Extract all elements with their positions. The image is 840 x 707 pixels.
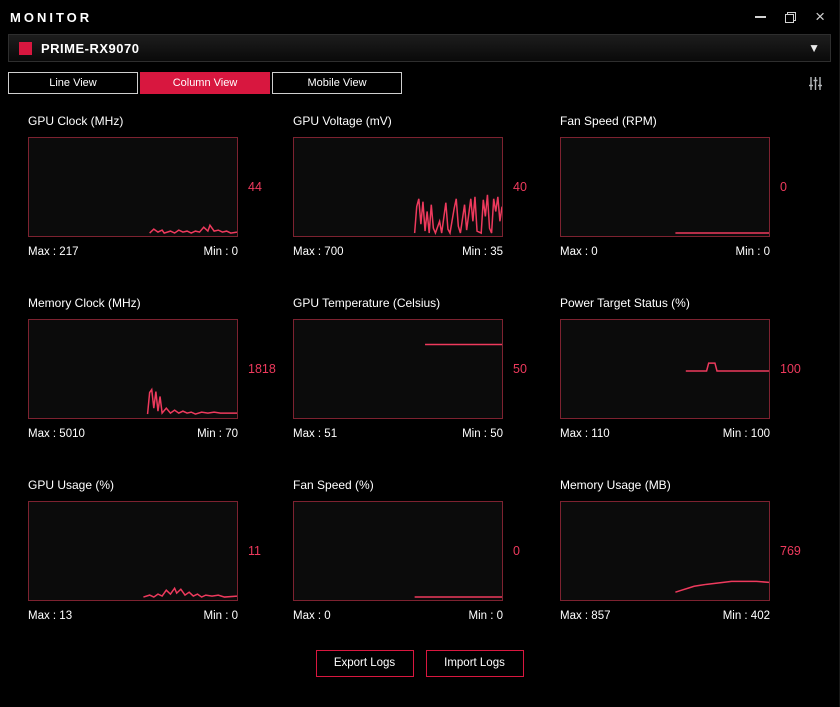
chart-title: Memory Usage (MB) bbox=[560, 478, 671, 492]
chart-current-value: 50 bbox=[513, 362, 527, 376]
view-tabs: Line View Column View Mobile View bbox=[8, 72, 831, 94]
chart-minmax-row: Max : 0 Min : 0 bbox=[560, 246, 770, 258]
chart-current-value: 769 bbox=[780, 544, 801, 558]
chart-min-label: Min : 0 bbox=[203, 610, 238, 622]
titlebar: MONITOR × bbox=[0, 0, 839, 34]
chart-trace bbox=[561, 320, 769, 418]
chart-current-value: 100 bbox=[780, 362, 801, 376]
chart-trace bbox=[294, 138, 502, 236]
chart-min-label: Min : 0 bbox=[468, 610, 503, 622]
chart-current-value: 11 bbox=[248, 544, 261, 558]
chart-min-label: Min : 70 bbox=[197, 428, 238, 440]
sliders-icon[interactable] bbox=[808, 76, 823, 91]
chart-cell: Fan Speed (RPM) 0 Max : 0 Min : 0 bbox=[560, 114, 839, 258]
chart-trace bbox=[561, 138, 769, 236]
chart-plot bbox=[560, 501, 770, 601]
restore-icon[interactable] bbox=[785, 10, 797, 24]
chart-current-value: 44 bbox=[248, 180, 262, 194]
chart-plot bbox=[28, 137, 238, 237]
chart-plot bbox=[28, 501, 238, 601]
chart-title: GPU Voltage (mV) bbox=[293, 114, 392, 128]
chart-trace bbox=[294, 502, 502, 600]
window-controls: × bbox=[755, 7, 825, 26]
chart-min-label: Min : 402 bbox=[722, 610, 770, 622]
charts-grid: GPU Clock (MHz) 44 Max : 217 Min : 0 GPU… bbox=[0, 114, 839, 622]
chart-plot bbox=[28, 319, 238, 419]
chart-max-label: Max : 0 bbox=[560, 246, 598, 258]
chart-trace bbox=[29, 320, 237, 418]
chart-max-label: Max : 13 bbox=[28, 610, 73, 622]
chart-plot bbox=[560, 137, 770, 237]
tab-mobile-view[interactable]: Mobile View bbox=[272, 72, 402, 94]
chart-title: GPU Clock (MHz) bbox=[28, 114, 124, 128]
minimize-icon[interactable] bbox=[755, 10, 767, 24]
chart-title: Memory Clock (MHz) bbox=[28, 296, 141, 310]
chart-title: Power Target Status (%) bbox=[560, 296, 690, 310]
chart-current-value: 0 bbox=[513, 544, 520, 558]
chart-min-label: Min : 100 bbox=[722, 428, 770, 440]
import-logs-button[interactable]: Import Logs bbox=[425, 650, 524, 677]
chart-cell: Memory Clock (MHz) 1818 Max : 5010 Min :… bbox=[28, 296, 293, 440]
chart-title: GPU Temperature (Celsius) bbox=[293, 296, 441, 310]
chart-max-label: Max : 217 bbox=[28, 246, 79, 258]
chart-minmax-row: Max : 217 Min : 0 bbox=[28, 246, 238, 258]
chart-plot bbox=[293, 137, 503, 237]
chart-cell: GPU Voltage (mV) 40 Max : 700 Min : 35 bbox=[293, 114, 560, 258]
tab-column-view[interactable]: Column View bbox=[140, 72, 270, 94]
chart-plot bbox=[293, 319, 503, 419]
chart-min-label: Min : 35 bbox=[462, 246, 503, 258]
chart-max-label: Max : 700 bbox=[293, 246, 344, 258]
chart-title: GPU Usage (%) bbox=[28, 478, 115, 492]
chart-max-label: Max : 857 bbox=[560, 610, 611, 622]
chart-minmax-row: Max : 13 Min : 0 bbox=[28, 610, 238, 622]
chart-trace bbox=[294, 320, 502, 418]
tab-line-view[interactable]: Line View bbox=[8, 72, 138, 94]
red-square-logo-icon bbox=[19, 41, 32, 55]
device-selector[interactable]: PRIME-RX9070 ▼ bbox=[8, 34, 831, 62]
chart-cell: GPU Usage (%) 11 Max : 13 Min : 0 bbox=[28, 478, 293, 622]
chart-plot bbox=[560, 319, 770, 419]
chart-minmax-row: Max : 700 Min : 35 bbox=[293, 246, 503, 258]
chart-min-label: Min : 50 bbox=[462, 428, 503, 440]
footer: Export Logs Import Logs bbox=[0, 650, 839, 677]
chart-title: Fan Speed (RPM) bbox=[560, 114, 657, 128]
chevron-down-icon[interactable]: ▼ bbox=[808, 41, 820, 55]
export-logs-button[interactable]: Export Logs bbox=[315, 650, 414, 677]
chart-max-label: Max : 5010 bbox=[28, 428, 85, 440]
chart-current-value: 0 bbox=[780, 180, 787, 194]
chart-cell: GPU Clock (MHz) 44 Max : 217 Min : 0 bbox=[28, 114, 293, 258]
chart-cell: GPU Temperature (Celsius) 50 Max : 51 Mi… bbox=[293, 296, 560, 440]
chart-min-label: Min : 0 bbox=[735, 246, 770, 258]
chart-minmax-row: Max : 0 Min : 0 bbox=[293, 610, 503, 622]
chart-trace bbox=[561, 502, 769, 600]
chart-max-label: Max : 0 bbox=[293, 610, 331, 622]
close-icon[interactable]: × bbox=[815, 7, 825, 26]
chart-trace bbox=[29, 502, 237, 600]
chart-min-label: Min : 0 bbox=[203, 246, 238, 258]
chart-max-label: Max : 110 bbox=[560, 428, 610, 440]
chart-cell: Memory Usage (MB) 769 Max : 857 Min : 40… bbox=[560, 478, 839, 622]
chart-plot bbox=[293, 501, 503, 601]
chart-title: Fan Speed (%) bbox=[293, 478, 374, 492]
device-name: PRIME-RX9070 bbox=[41, 40, 140, 56]
chart-minmax-row: Max : 5010 Min : 70 bbox=[28, 428, 238, 440]
chart-minmax-row: Max : 857 Min : 402 bbox=[560, 610, 770, 622]
app-title: MONITOR bbox=[10, 9, 93, 25]
chart-minmax-row: Max : 110 Min : 100 bbox=[560, 428, 770, 440]
chart-current-value: 40 bbox=[513, 180, 527, 194]
chart-minmax-row: Max : 51 Min : 50 bbox=[293, 428, 503, 440]
chart-trace bbox=[29, 138, 237, 236]
chart-cell: Fan Speed (%) 0 Max : 0 Min : 0 bbox=[293, 478, 560, 622]
chart-cell: Power Target Status (%) 100 Max : 110 Mi… bbox=[560, 296, 839, 440]
chart-current-value: 1818 bbox=[248, 362, 276, 376]
chart-max-label: Max : 51 bbox=[293, 428, 338, 440]
